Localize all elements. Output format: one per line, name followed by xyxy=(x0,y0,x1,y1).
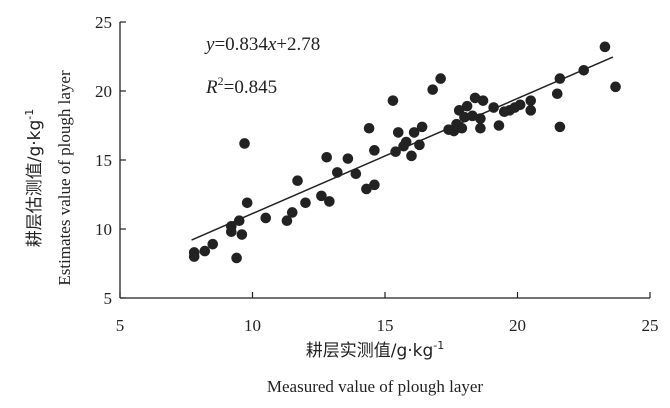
data-point xyxy=(477,95,489,106)
data-point xyxy=(260,212,272,224)
data-point xyxy=(467,110,478,122)
x-axis-title-en: Measured value of plough layer xyxy=(267,377,484,396)
data-point xyxy=(514,99,526,111)
data-point xyxy=(408,127,420,138)
data-point xyxy=(236,229,248,240)
data-point xyxy=(435,73,446,84)
r-squared: R2=0.845 xyxy=(205,74,277,98)
y-tick-label: 10 xyxy=(95,220,112,239)
data-point xyxy=(610,81,621,93)
y-tick-label: 5 xyxy=(104,289,113,308)
data-point xyxy=(350,168,362,180)
data-point xyxy=(414,139,425,151)
data-point xyxy=(199,245,211,257)
data-point xyxy=(324,196,335,207)
data-point xyxy=(361,183,372,195)
data-point xyxy=(387,95,399,106)
data-point xyxy=(231,252,242,264)
y-axis-title-cn: 耕层估测值/g·kg-1 xyxy=(23,109,45,248)
x-tick-label: 10 xyxy=(244,316,261,335)
y-tick-label: 25 xyxy=(95,13,112,32)
data-point xyxy=(316,190,327,202)
x-tick-label: 15 xyxy=(377,316,394,335)
data-point xyxy=(400,136,412,148)
data-point xyxy=(286,207,298,218)
data-points xyxy=(188,41,621,264)
x-axis-title-cn-text: 耕层实测值/g·kg xyxy=(306,341,434,361)
y-tick-label: 15 xyxy=(95,151,112,170)
data-point xyxy=(525,95,537,106)
x-axis-title-cn-sup: -1 xyxy=(433,339,444,352)
r2-value: =0.845 xyxy=(224,77,277,98)
data-point xyxy=(292,175,303,186)
data-point xyxy=(416,121,428,133)
data-point xyxy=(233,215,245,227)
x-tick-label: 5 xyxy=(116,316,125,335)
eq-intercept: +2.78 xyxy=(276,34,320,55)
x-tick-label: 25 xyxy=(642,316,659,335)
data-point xyxy=(369,179,380,191)
r2-symbol: R xyxy=(205,77,218,98)
data-point xyxy=(554,73,566,84)
data-point xyxy=(226,220,237,232)
data-point xyxy=(363,122,375,134)
data-point xyxy=(599,41,611,53)
data-point xyxy=(475,122,486,134)
data-point xyxy=(392,127,404,138)
data-point xyxy=(300,197,311,209)
y-axis-title-cn-text: 耕层估测值/g·kg xyxy=(25,120,45,248)
regression-equation: y=0.834x+2.78 xyxy=(204,34,320,55)
data-point xyxy=(456,122,468,134)
data-point xyxy=(488,102,499,113)
data-point xyxy=(281,215,293,227)
data-point xyxy=(188,247,200,258)
eq-y: y xyxy=(204,34,215,55)
data-point xyxy=(239,138,250,149)
eq-x: x xyxy=(267,34,277,55)
y-axis-title-en: Estimates value of plough layer xyxy=(55,70,74,286)
data-point xyxy=(493,120,505,131)
data-point xyxy=(469,92,481,104)
data-point xyxy=(461,100,473,112)
data-point xyxy=(332,167,343,178)
data-point xyxy=(207,238,219,250)
data-point xyxy=(554,121,566,133)
data-point xyxy=(459,111,470,123)
plot-area: 5 10 15 20 25 5 10 15 20 25 xyxy=(95,13,659,335)
x-axis-title-cn: 耕层实测值/g·kg-1 xyxy=(306,339,445,361)
x-tick-label: 20 xyxy=(509,316,526,335)
data-point xyxy=(390,146,401,158)
data-point xyxy=(578,65,590,76)
data-point xyxy=(525,105,537,116)
data-point xyxy=(551,88,563,100)
y-axis-title-cn-sup: -1 xyxy=(23,109,36,120)
data-point xyxy=(475,113,486,124)
data-point xyxy=(321,151,333,163)
data-point xyxy=(427,84,439,95)
data-point xyxy=(406,150,417,162)
y-tick-label: 20 xyxy=(95,82,112,101)
eq-slope: =0.834 xyxy=(214,34,268,55)
data-point xyxy=(241,197,253,209)
data-point xyxy=(342,153,354,164)
r2-superscript: 2 xyxy=(218,74,224,88)
data-point xyxy=(369,145,380,156)
axis-ticks: 5 10 15 20 25 5 10 15 20 25 xyxy=(95,13,659,335)
